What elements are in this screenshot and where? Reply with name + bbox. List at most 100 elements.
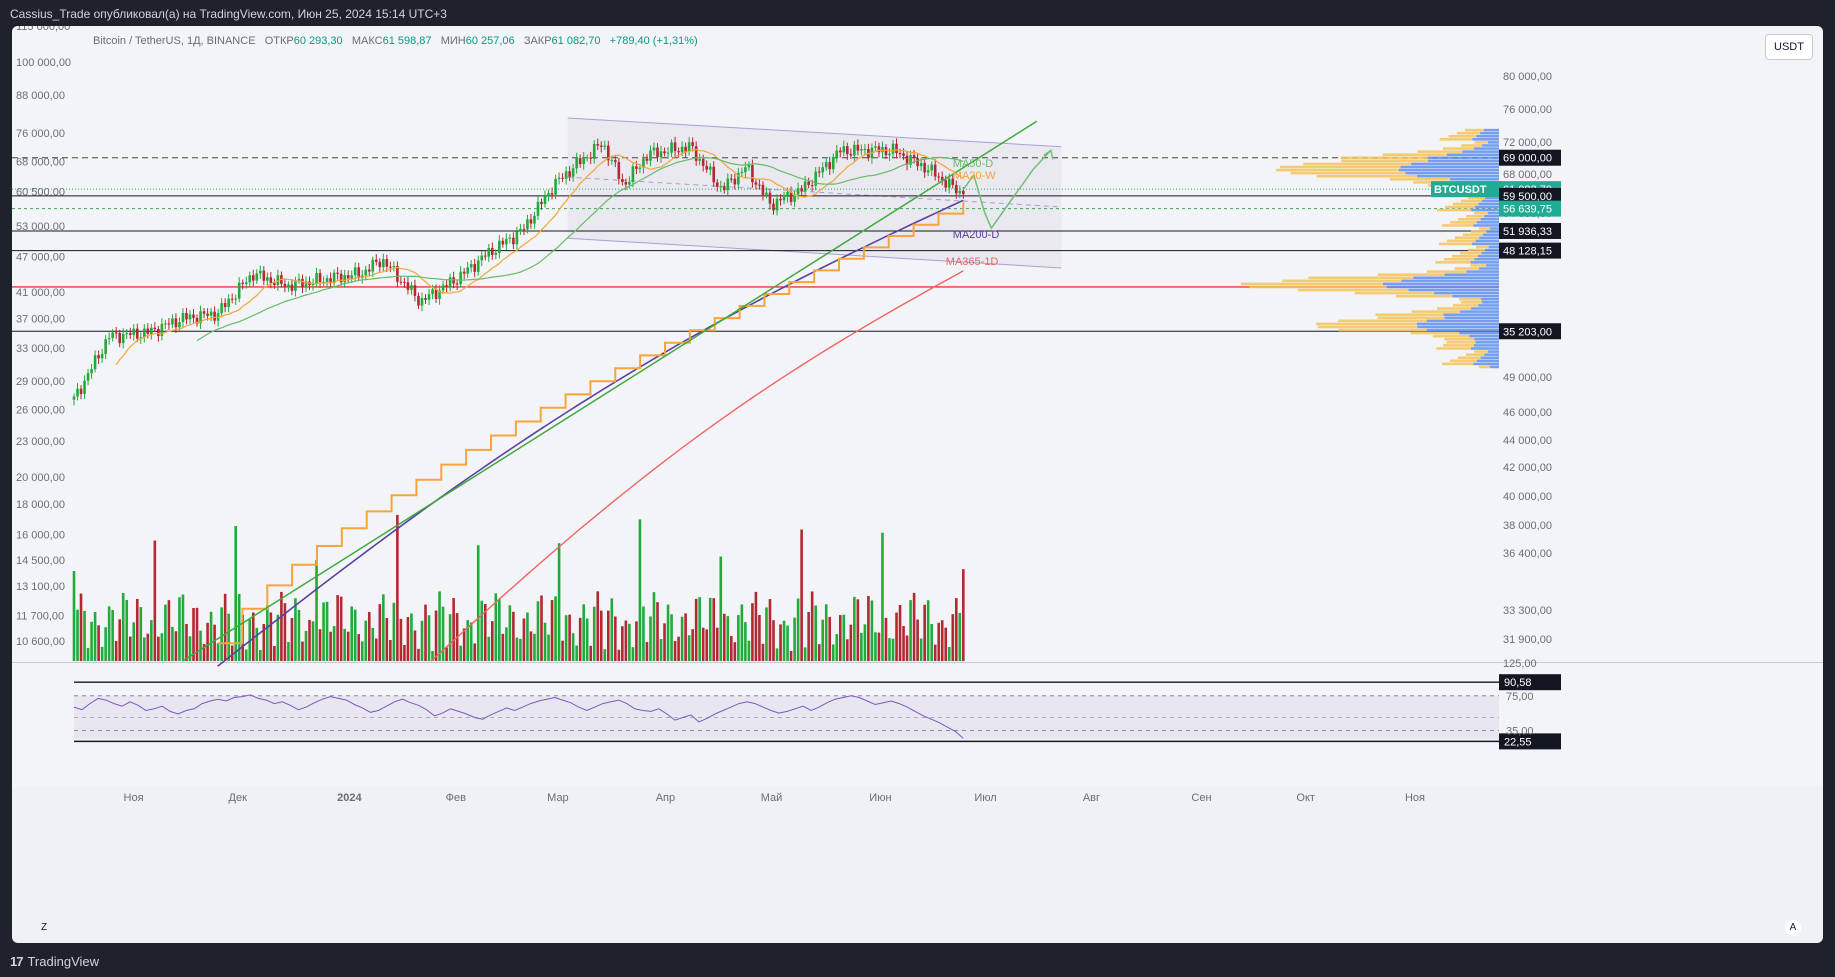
candle-body [856, 144, 860, 151]
volume-bar [167, 600, 171, 661]
candle-body [276, 275, 280, 286]
volume-profile-blue-bar [1475, 239, 1499, 243]
volume-bar [536, 601, 540, 661]
candle-body [241, 282, 245, 284]
right-y-tick: 36 400,00 [1503, 548, 1552, 560]
candle-body [114, 332, 118, 334]
candle-body [592, 143, 596, 159]
volume-bar [374, 638, 378, 661]
volume-bar [765, 607, 768, 661]
volume-bar [557, 543, 561, 661]
candle-body [223, 303, 227, 308]
volume-profile-yellow-bar [1468, 196, 1486, 200]
candle-body [462, 271, 466, 274]
volume-bar [294, 598, 297, 661]
tradingview-logo[interactable]: 17 TradingView [10, 954, 99, 969]
volume-bar [466, 620, 469, 661]
candle-body [367, 269, 371, 272]
volume-profile-blue-bar [1466, 270, 1499, 273]
volume-bar [280, 591, 283, 661]
candle-body [761, 184, 765, 195]
volume-bar [118, 619, 121, 661]
volume-bar [631, 647, 635, 661]
candle-body [322, 281, 325, 283]
candle-body [476, 260, 480, 272]
volume-bar [680, 616, 684, 661]
zoom-toggle-button[interactable]: Z [40, 922, 48, 933]
candle-body [160, 323, 164, 337]
candle-body [487, 248, 491, 257]
candle-body [642, 158, 645, 168]
volume-bar [262, 623, 266, 661]
candle-body [301, 278, 304, 288]
ma365-line [430, 270, 964, 662]
volume-profile-blue-bar [1472, 242, 1499, 246]
volume-bar [898, 604, 902, 661]
x-tick-10: Сен [1191, 792, 1211, 804]
candle-body [104, 339, 107, 355]
candle-body [290, 284, 294, 291]
volume-bar [596, 591, 600, 661]
volume-bar [691, 629, 694, 661]
volume-bar [849, 624, 853, 661]
candle-body [550, 193, 554, 195]
volume-bar [789, 650, 793, 661]
volume-bar [578, 617, 582, 661]
candle-body [951, 178, 955, 185]
volume-bar [645, 642, 649, 661]
volume-bar [722, 613, 726, 661]
header-text: Cassius_Trade опубликовал(а) на TradingV… [0, 0, 1835, 26]
chart-panel[interactable]: MA50-D MA20-W MA200-D MA365-1D 115 000,00 100… [12, 26, 1823, 943]
currency-button[interactable]: USDT [1765, 34, 1813, 60]
volume-bar [227, 613, 230, 661]
candle-body [621, 179, 624, 182]
candle-body [568, 171, 571, 177]
volume-bar [258, 649, 262, 661]
x-tick-4: Мар [547, 792, 569, 804]
candle-body [392, 266, 396, 268]
candle-body [582, 157, 585, 164]
rsi-upper-tag-bg [1499, 674, 1561, 691]
volume-bar [775, 648, 779, 661]
volume-profile-yellow-bar [1442, 224, 1474, 227]
volume-bar [754, 591, 758, 661]
volume-bar [719, 556, 723, 661]
candle-body [680, 146, 684, 153]
candle-body [227, 298, 230, 308]
price-level-tag-1: 69 000,00 [1503, 153, 1552, 165]
volume-bar [761, 643, 765, 661]
volume-bar [796, 598, 800, 661]
x-tick-3: Фев [446, 792, 466, 804]
volume-profile-blue-bar [1476, 134, 1499, 138]
candle-body [220, 303, 223, 314]
volume-bar [554, 596, 557, 661]
volume-bar [937, 622, 941, 661]
volume-bar [255, 627, 259, 661]
candle-body [909, 155, 912, 165]
volume-bar [329, 631, 332, 661]
volume-bar [635, 621, 638, 661]
volume-bar [547, 634, 550, 661]
volume-profile-blue-bar [1486, 230, 1499, 233]
left-y-tick: 115 000,00 [16, 26, 70, 33]
candle-body [174, 318, 178, 328]
volume-profile-yellow-bar [1436, 208, 1472, 212]
auto-scale-button[interactable]: A [1785, 920, 1801, 936]
candle-body [614, 160, 617, 163]
volume-profile-yellow-bar [1476, 245, 1489, 249]
candle-body [824, 162, 828, 168]
volume-bar [378, 604, 382, 661]
volume-profile-yellow-bar [1282, 279, 1402, 283]
right-y-tick: 49 000,00 [1503, 372, 1552, 384]
volume-profile-blue-bar [1481, 199, 1499, 203]
volume-bar [856, 599, 860, 661]
volume-profile-blue-bar [1444, 273, 1499, 276]
right-y-tick: 44 000,00 [1503, 435, 1552, 447]
candle-body [325, 278, 329, 282]
candle-body [547, 193, 550, 196]
volume-profile-yellow-bar [1446, 341, 1476, 344]
volume-bar [638, 519, 642, 661]
volume-profile-blue-bar [1471, 307, 1499, 310]
candle-body [297, 278, 301, 281]
